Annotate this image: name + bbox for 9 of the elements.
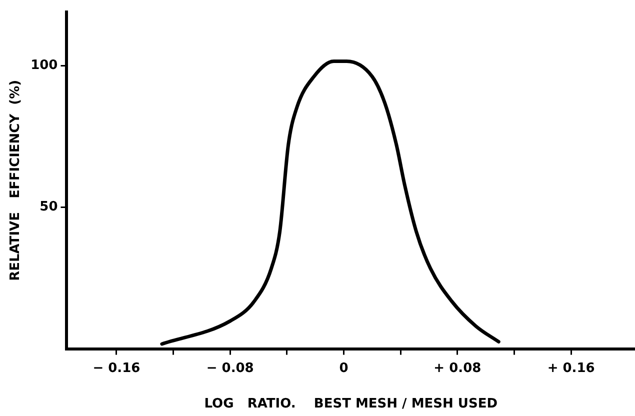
x-axis-title: LOG RATIO. BEST MESH / MESH USED xyxy=(204,396,498,412)
x-tick-label: + 0.08 xyxy=(434,360,482,376)
y-axis-title: RELATIVE EFFICIENCY (%) xyxy=(8,80,24,281)
x-tick-label: + 0.16 xyxy=(547,360,595,376)
x-tick-label: 0 xyxy=(339,360,348,376)
y-tick-label: 50 xyxy=(40,200,58,215)
x-tick-label: − 0.08 xyxy=(206,360,254,376)
y-tick-label: 100 xyxy=(30,58,58,74)
x-tick-label: − 0.16 xyxy=(92,360,140,376)
